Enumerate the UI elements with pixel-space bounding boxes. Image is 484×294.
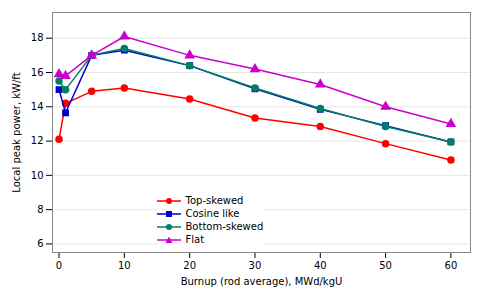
html-text:Flat: Flat <box>185 234 205 245</box>
html-text:Bottom-skewed: Bottom-skewed <box>185 221 264 232</box>
svg-text:10: 10 <box>118 260 131 271</box>
svg-text:8: 8 <box>37 204 43 215</box>
svg-text:20: 20 <box>183 260 196 271</box>
svg-text:30: 30 <box>249 260 262 271</box>
html-text:Cosine like: Cosine like <box>185 208 240 219</box>
svg-text:Local peak power, kW/ft: Local peak power, kW/ft <box>11 72 22 192</box>
svg-text:60: 60 <box>445 260 458 271</box>
svg-text:Burnup (rod average), MWd/kgU: Burnup (rod average), MWd/kgU <box>181 276 343 287</box>
svg-text:10: 10 <box>31 170 44 181</box>
svg-text:0: 0 <box>56 260 62 271</box>
svg-text:50: 50 <box>379 260 392 271</box>
svg-text:14: 14 <box>31 101 44 112</box>
svg-text:12: 12 <box>31 135 44 146</box>
svg-text:16: 16 <box>31 67 44 78</box>
svg-text:18: 18 <box>31 32 44 43</box>
svg-text:40: 40 <box>314 260 327 271</box>
html-text:Top-skewed: Top-skewed <box>185 195 244 206</box>
svg-text:6: 6 <box>37 238 43 249</box>
